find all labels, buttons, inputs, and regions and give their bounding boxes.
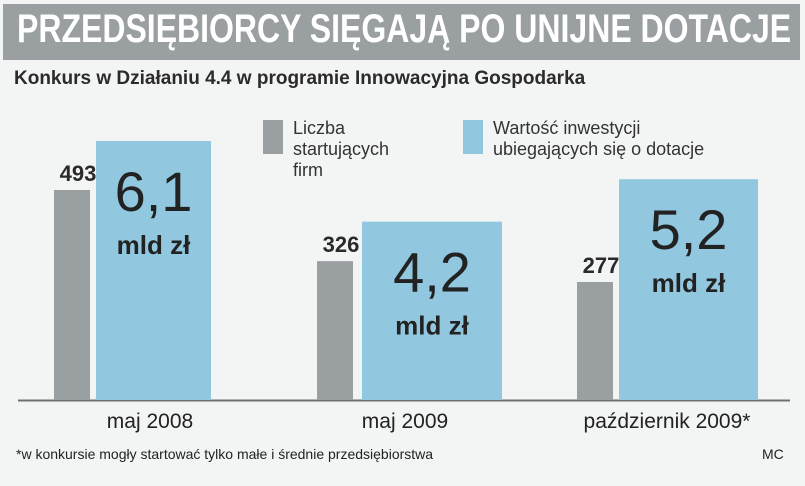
data-unit-investment-maj-2009: mld zł — [395, 311, 469, 341]
x-tick-label-pazdziernik-2009: październik 2009* — [584, 410, 751, 433]
data-label-companies-maj-2008: 493 — [60, 161, 97, 186]
x-tick-label-maj-2009: maj 2009 — [362, 410, 448, 433]
legend-swatch-investment — [463, 120, 483, 154]
title-bar: PRZEDSIĘBIORCY SIĘGAJĄ PO UNIJNE DOTACJE — [3, 4, 800, 60]
bar-investment-pazdziernik-2009 — [619, 179, 758, 400]
data-label-investment-maj-2009: 4,2 — [393, 241, 471, 304]
bar-companies-maj-2008 — [54, 190, 90, 400]
bar-companies-maj-2009 — [317, 261, 353, 400]
data-unit-investment-pazdziernik-2009: mld zł — [652, 268, 726, 298]
data-unit-investment-maj-2008: mld zł — [117, 230, 191, 260]
footnote: *w konkursie mogły startować tylko małe … — [16, 446, 434, 462]
chart-subtitle: Konkurs w Działaniu 4.4 w programie Inno… — [14, 68, 586, 89]
legend-label-companies: Liczba startujących firm — [293, 118, 390, 180]
data-label-companies-maj-2009: 326 — [323, 232, 360, 257]
credit: MC — [762, 446, 784, 462]
data-label-companies-pazdziernik-2009: 277 — [583, 253, 620, 278]
bar-investment-maj-2009 — [362, 221, 502, 400]
data-label-investment-maj-2008: 6,1 — [115, 160, 193, 223]
page-title: PRZEDSIĘBIORCY SIĘGAJĄ PO UNIJNE DOTACJE — [17, 7, 792, 51]
bar-investment-maj-2008 — [96, 141, 211, 400]
legend-label-investment: Wartość inwestycji ubiegających się o do… — [493, 118, 705, 159]
x-tick-label-maj-2008: maj 2008 — [107, 410, 193, 433]
bar-companies-pazdziernik-2009 — [577, 282, 613, 400]
data-label-investment-pazdziernik-2009: 5,2 — [650, 198, 728, 261]
legend-swatch-companies — [263, 120, 283, 154]
